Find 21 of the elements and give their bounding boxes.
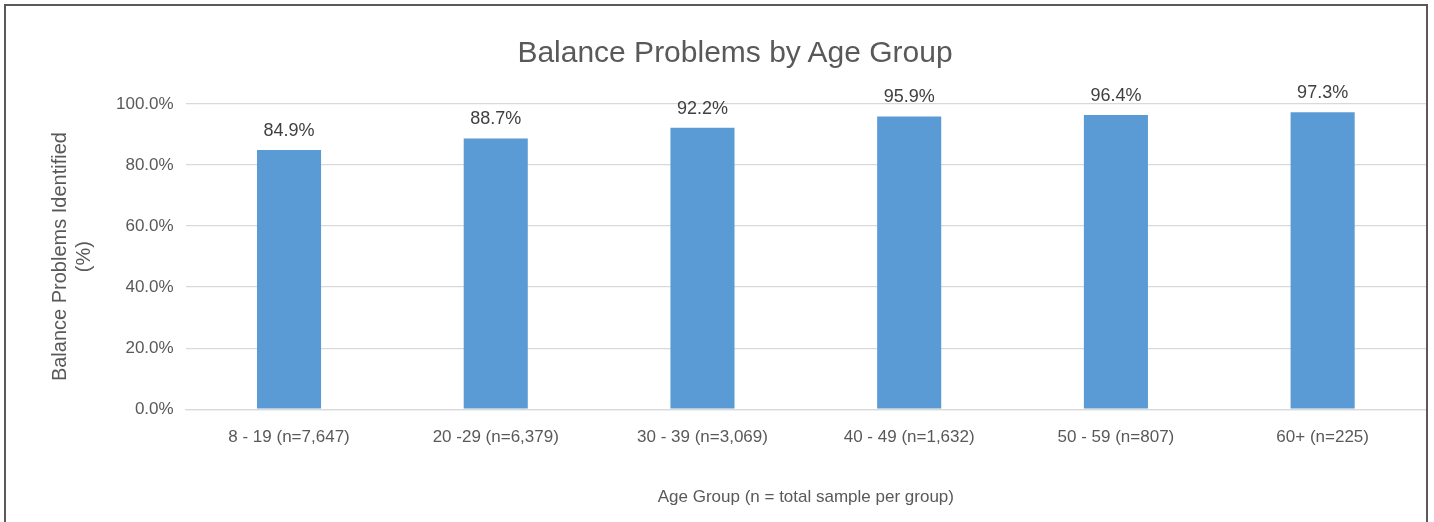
data-label: 97.3% [1297, 82, 1349, 103]
data-label: 92.2% [676, 97, 728, 118]
x-tick-label: 8 - 19 (n=7,647) [228, 427, 350, 447]
x-tick-label: 60+ (n=225) [1276, 427, 1369, 447]
y-axis-title: Balance Problems Identified (%) [47, 132, 94, 382]
data-label: 88.7% [470, 108, 522, 129]
y-tick-label: 80.0% [125, 154, 174, 174]
data-label: 96.4% [1090, 84, 1142, 105]
x-tick-label: 20 -29 (n=6,379) [432, 427, 559, 447]
x-tick-label: 50 - 59 (n=807) [1057, 427, 1175, 447]
x-axis-title: Age Group (n = total sample per group) [657, 487, 954, 507]
x-tick-label: 30 - 39 (n=3,069) [637, 427, 768, 447]
data-label: 84.9% [263, 120, 315, 141]
y-tick-label: 40.0% [125, 276, 174, 296]
chart-title: Balance Problems by Age Group [517, 35, 953, 69]
y-tick-label: 60.0% [125, 215, 174, 235]
y-tick-label: 100.0% [115, 93, 174, 113]
data-label: 95.9% [883, 86, 935, 107]
y-tick-label: 20.0% [125, 337, 174, 357]
y-tick-label: 0.0% [134, 398, 174, 418]
x-tick-label: 40 - 49 (n=1,632) [843, 427, 975, 447]
